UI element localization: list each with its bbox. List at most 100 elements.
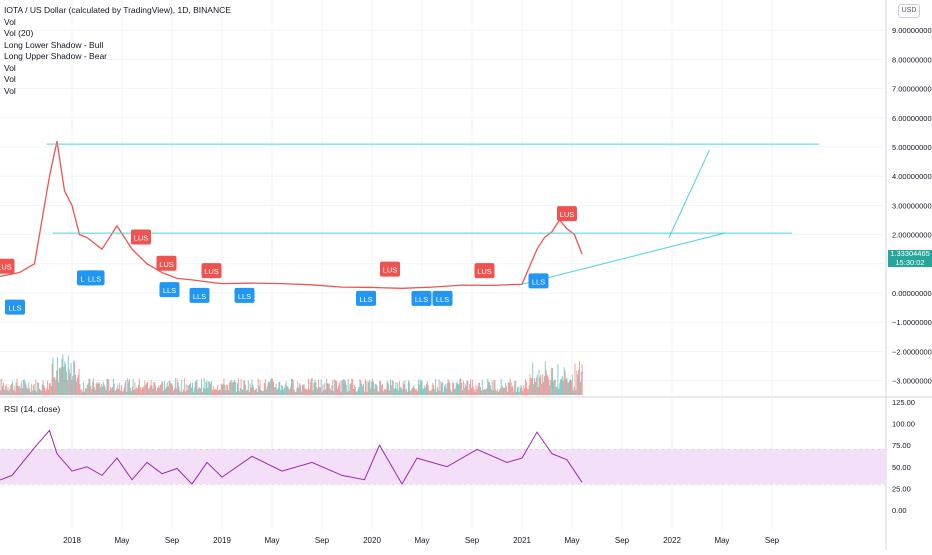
indicator-lls[interactable]: Long Lower Shadow - Bull bbox=[4, 40, 231, 52]
volume-bar bbox=[275, 387, 276, 395]
volume-bar bbox=[73, 360, 74, 395]
volume-bar bbox=[318, 380, 319, 395]
volume-bar bbox=[488, 382, 489, 395]
volume-bar bbox=[80, 384, 81, 395]
volume-bar bbox=[416, 389, 417, 395]
volume-bar bbox=[556, 387, 557, 395]
volume-bar bbox=[82, 392, 83, 395]
volume-bar bbox=[418, 380, 419, 395]
volume-bar bbox=[526, 382, 527, 395]
volume-bar bbox=[78, 375, 79, 395]
volume-bar bbox=[405, 390, 406, 395]
volume-bar bbox=[510, 379, 511, 395]
volume-bar bbox=[309, 390, 310, 395]
x-tick-label: 2021 bbox=[513, 536, 531, 545]
volume-bar bbox=[214, 390, 215, 395]
indicator-vol-3[interactable]: Vol bbox=[4, 74, 231, 86]
volume-bar bbox=[32, 391, 33, 395]
volume-bar bbox=[143, 387, 144, 395]
volume-bar bbox=[191, 388, 192, 395]
volume-bar bbox=[321, 379, 322, 395]
volume-bar bbox=[505, 383, 506, 395]
volume-bar bbox=[395, 382, 396, 395]
volume-bar bbox=[232, 383, 233, 395]
volume-bar bbox=[478, 383, 479, 395]
rsi-tick-label: 125.00 bbox=[892, 398, 915, 407]
volume-bar bbox=[172, 386, 173, 395]
volume-bar bbox=[566, 379, 567, 395]
volume-bar bbox=[463, 381, 464, 395]
rsi-tick-label: 50.00 bbox=[892, 463, 911, 472]
volume-bar bbox=[412, 388, 413, 395]
indicator-lus[interactable]: Long Upper Shadow - Bear bbox=[4, 51, 231, 63]
volume-bar bbox=[367, 392, 368, 395]
volume-bar bbox=[436, 392, 437, 395]
volume-bar bbox=[419, 385, 420, 395]
indicator-vol-1[interactable]: Vol bbox=[4, 17, 231, 29]
volume-bar bbox=[247, 390, 248, 395]
volume-bar bbox=[113, 378, 114, 395]
volume-bar bbox=[150, 386, 151, 395]
volume-bar bbox=[532, 363, 533, 395]
volume-bar bbox=[134, 390, 135, 395]
volume-bar bbox=[83, 382, 84, 395]
volume-bar bbox=[84, 392, 85, 395]
volume-bar bbox=[445, 384, 446, 395]
x-tick-label: May bbox=[714, 536, 729, 545]
volume-bar bbox=[333, 391, 334, 395]
volume-bar bbox=[151, 380, 152, 395]
volume-bar bbox=[125, 380, 126, 395]
volume-bar bbox=[437, 387, 438, 395]
volume-bar bbox=[272, 379, 273, 395]
volume-bar bbox=[379, 381, 380, 395]
volume-bar bbox=[185, 392, 186, 395]
volume-bar bbox=[353, 389, 354, 395]
volume-bar bbox=[109, 391, 110, 395]
currency-button[interactable]: USD bbox=[898, 4, 920, 18]
volume-bar bbox=[201, 379, 202, 395]
volume-bar bbox=[29, 388, 30, 395]
volume-bar bbox=[89, 379, 90, 395]
volume-bar bbox=[23, 380, 24, 395]
volume-bar bbox=[287, 386, 288, 395]
volume-bar bbox=[188, 385, 189, 395]
volume-bar bbox=[6, 384, 7, 395]
indicator-vol-4[interactable]: Vol bbox=[4, 86, 231, 98]
volume-bar bbox=[420, 379, 421, 395]
volume-bar bbox=[357, 391, 358, 395]
volume-bar bbox=[579, 361, 580, 395]
volume-bar bbox=[399, 381, 400, 395]
volume-bar bbox=[448, 379, 449, 395]
volume-bar bbox=[138, 385, 139, 395]
volume-bar bbox=[393, 381, 394, 395]
volume-bar bbox=[409, 382, 410, 395]
volume-bar bbox=[433, 385, 434, 395]
volume-bar bbox=[473, 387, 474, 395]
volume-bar bbox=[438, 389, 439, 395]
volume-bar bbox=[464, 388, 465, 395]
volume-bar bbox=[142, 387, 143, 395]
volume-bar bbox=[561, 379, 562, 395]
volume-bar bbox=[489, 382, 490, 395]
volume-bar bbox=[81, 389, 82, 395]
volume-bar bbox=[471, 388, 472, 395]
indicator-vol-2[interactable]: Vol bbox=[4, 63, 231, 75]
volume-bar bbox=[509, 383, 510, 395]
volume-bar bbox=[327, 383, 328, 395]
volume-bar bbox=[230, 381, 231, 395]
volume-bar bbox=[121, 385, 122, 395]
volume-bar bbox=[33, 386, 34, 395]
y-tick-label: 3.00000000 bbox=[892, 201, 932, 210]
volume-bar bbox=[264, 383, 265, 395]
volume-bar bbox=[221, 384, 222, 395]
volume-bar bbox=[557, 387, 558, 395]
volume-bar bbox=[65, 364, 66, 395]
volume-bar bbox=[337, 389, 338, 395]
marker-label: LLS bbox=[532, 277, 545, 286]
volume-bar bbox=[166, 387, 167, 395]
volume-bar bbox=[48, 390, 49, 395]
indicator-vol20[interactable]: Vol (20) bbox=[4, 28, 231, 40]
volume-bar bbox=[144, 381, 145, 395]
x-tick-label: Sep bbox=[465, 536, 480, 545]
volume-bar bbox=[135, 389, 136, 395]
